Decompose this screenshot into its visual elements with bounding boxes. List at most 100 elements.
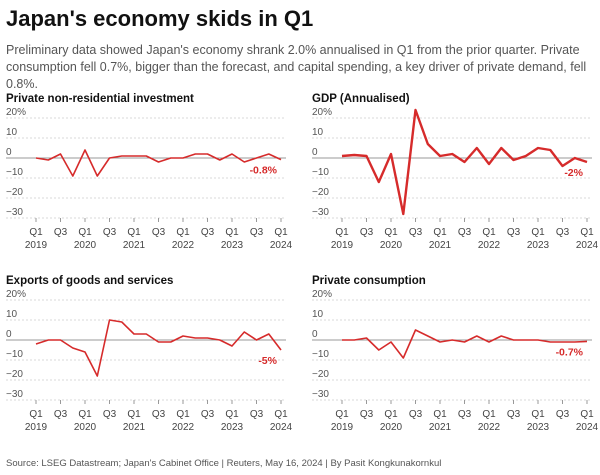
x-tick-label: Q3 [54, 409, 68, 420]
y-tick-label: 10 [312, 309, 324, 320]
x-tick-label: Q3 [409, 227, 423, 238]
y-tick-label: −30 [6, 207, 23, 218]
x-tick-year-label: 2022 [172, 422, 195, 433]
x-tick-label: Q1 [531, 227, 545, 238]
y-tick-label: 20% [6, 289, 26, 300]
x-tick-label: Q1 [29, 227, 43, 238]
x-tick-label: Q3 [201, 227, 215, 238]
x-tick-label: Q1 [482, 227, 496, 238]
y-tick-label: 10 [6, 309, 18, 320]
x-tick-year-label: 2022 [172, 240, 195, 251]
x-tick-label: Q3 [152, 227, 166, 238]
x-tick-label: Q1 [225, 409, 239, 420]
x-tick-label: Q3 [360, 409, 374, 420]
x-tick-year-label: 2020 [380, 240, 403, 251]
x-tick-label: Q1 [335, 227, 349, 238]
x-tick-label: Q1 [225, 227, 239, 238]
x-tick-label: Q1 [531, 409, 545, 420]
x-tick-year-label: 2021 [123, 240, 146, 251]
x-tick-label: Q3 [507, 409, 521, 420]
x-tick-label: Q3 [458, 409, 472, 420]
x-tick-label: Q1 [335, 409, 349, 420]
x-tick-label: Q3 [250, 409, 264, 420]
x-tick-label: Q1 [127, 409, 141, 420]
y-tick-label: 0 [312, 329, 318, 340]
x-tick-year-label: 2019 [331, 240, 354, 251]
x-tick-label: Q3 [201, 409, 215, 420]
x-tick-year-label: 2024 [576, 240, 599, 251]
y-tick-label: −30 [312, 389, 329, 400]
x-tick-label: Q1 [580, 227, 594, 238]
y-tick-label: −30 [312, 207, 329, 218]
x-tick-label: Q1 [274, 409, 288, 420]
x-tick-year-label: 2020 [74, 422, 97, 433]
x-tick-year-label: 2024 [270, 240, 293, 251]
x-tick-label: Q3 [409, 409, 423, 420]
x-tick-year-label: 2022 [478, 240, 501, 251]
series-line [342, 330, 587, 358]
x-tick-year-label: 2021 [123, 422, 146, 433]
y-tick-label: −10 [6, 349, 23, 360]
y-tick-label: 10 [6, 127, 18, 138]
x-tick-label: Q1 [384, 409, 398, 420]
y-tick-label: 20% [312, 289, 332, 300]
y-tick-label: −20 [312, 369, 329, 380]
x-tick-label: Q1 [176, 409, 190, 420]
end-value-label: -0.7% [556, 346, 584, 358]
y-tick-label: −30 [6, 389, 23, 400]
line-chart-private-consumption: 20% 10 0 −10 −20 −30 Q1 2019 Q3 Q1 2020 Q3 Q1 2021 Q3 Q… [312, 275, 600, 455]
x-tick-year-label: 2022 [478, 422, 501, 433]
x-tick-label: Q3 [103, 227, 117, 238]
line-chart-gdp: 20% 10 0 −10 −20 −30 Q1 2019 Q3 Q1 2020 Q3 Q1 2021 Q3 Q… [312, 93, 600, 273]
x-tick-label: Q3 [458, 227, 472, 238]
x-tick-label: Q1 [433, 227, 447, 238]
x-tick-label: Q3 [556, 227, 570, 238]
end-value-label: -5% [258, 355, 277, 367]
panel-exports: Exports of goods and services 20% 10 0 −10 −… [6, 275, 296, 455]
end-value-label: -0.8% [250, 165, 278, 177]
y-tick-label: −20 [6, 369, 23, 380]
x-tick-year-label: 2019 [331, 422, 354, 433]
x-tick-label: Q3 [54, 227, 68, 238]
y-tick-label: −10 [312, 349, 329, 360]
x-tick-label: Q1 [580, 409, 594, 420]
y-tick-label: 20% [312, 107, 332, 118]
x-tick-year-label: 2021 [429, 240, 452, 251]
x-tick-year-label: 2023 [221, 422, 244, 433]
x-tick-label: Q3 [556, 409, 570, 420]
y-tick-label: 10 [312, 127, 324, 138]
x-tick-year-label: 2019 [25, 240, 48, 251]
source-note: Source: LSEG Datastream; Japan's Cabinet… [6, 458, 441, 469]
x-tick-year-label: 2020 [380, 422, 403, 433]
x-tick-label: Q1 [29, 409, 43, 420]
series-line [36, 320, 281, 376]
chart-title: Japan's economy skids in Q1 [6, 6, 313, 32]
panel-gdp: GDP (Annualised) 20% 10 0 −10 −20 −30 Q1 2019 Q3… [312, 93, 600, 273]
line-chart-private-investment: 20%100−10−20−30Q12019Q3 Q12020Q3 Q12021Q3 Q… [6, 93, 296, 273]
x-tick-year-label: 2020 [74, 240, 97, 251]
x-tick-year-label: 2021 [429, 422, 452, 433]
series-line [36, 150, 281, 176]
x-tick-label: Q3 [360, 227, 374, 238]
x-tick-year-label: 2023 [527, 240, 550, 251]
x-tick-year-label: 2019 [25, 422, 48, 433]
x-tick-year-label: 2024 [270, 422, 293, 433]
x-tick-label: Q1 [274, 227, 288, 238]
x-tick-label: Q1 [127, 227, 141, 238]
x-tick-year-label: 2024 [576, 422, 599, 433]
y-tick-label: −10 [6, 167, 23, 178]
panel-private-investment: Private non-residential investment 20% 10… [6, 93, 296, 273]
x-tick-label: Q3 [103, 409, 117, 420]
panel-private-consumption: Private consumption 20% 10 0 −10 −20 −30 Q1 201… [312, 275, 600, 455]
x-tick-year-label: 2023 [527, 422, 550, 433]
end-value-label: -2% [564, 167, 583, 179]
y-tick-label: −10 [312, 167, 329, 178]
x-tick-label: Q1 [78, 409, 92, 420]
y-tick-label: 0 [6, 329, 12, 340]
x-tick-year-label: 2023 [221, 240, 244, 251]
x-tick-label: Q3 [152, 409, 166, 420]
x-tick-label: Q3 [507, 227, 521, 238]
x-tick-label: Q3 [250, 227, 264, 238]
x-tick-label: Q1 [433, 409, 447, 420]
y-tick-label: −20 [6, 187, 23, 198]
